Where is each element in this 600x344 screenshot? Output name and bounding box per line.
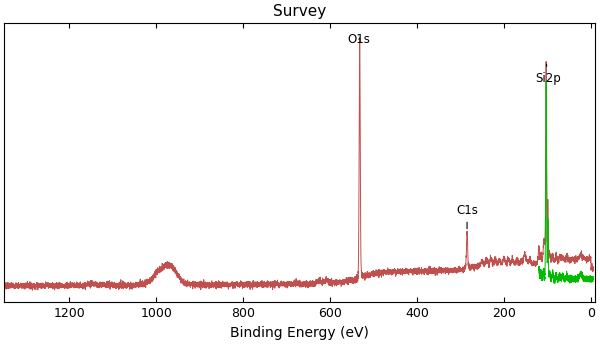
Text: Si2p: Si2p [535,64,561,85]
Title: Survey: Survey [273,4,326,19]
X-axis label: Binding Energy (eV): Binding Energy (eV) [230,326,369,340]
Text: O1s: O1s [347,33,370,46]
Text: C1s: C1s [456,204,478,229]
